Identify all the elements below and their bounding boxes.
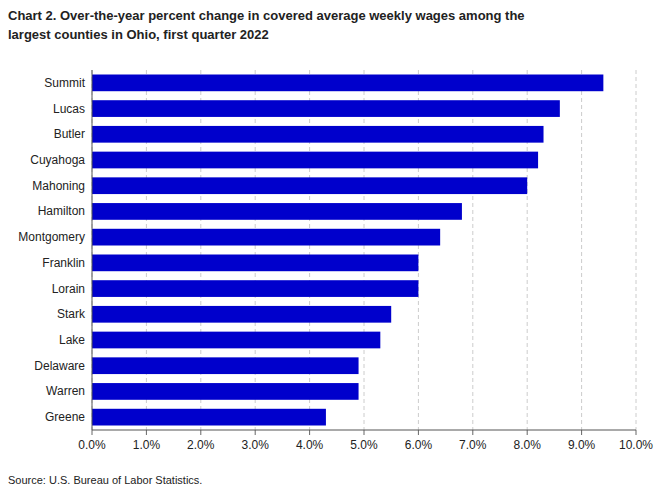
category-label: Delaware xyxy=(34,359,85,373)
grid-line xyxy=(200,70,201,430)
tick-mark xyxy=(92,430,93,435)
tick-label: 0.0% xyxy=(78,438,106,452)
tick-label: 4.0% xyxy=(296,438,324,452)
bar xyxy=(92,306,391,323)
tick-label: 2.0% xyxy=(187,438,215,452)
tick-label: 10.0% xyxy=(619,438,653,452)
bar xyxy=(92,280,418,297)
grid-line xyxy=(364,70,365,430)
grid-line xyxy=(527,70,528,430)
category-label: Stark xyxy=(57,307,86,321)
category-label: Cuyahoga xyxy=(30,153,85,167)
source-note: Source: U.S. Bureau of Labor Statistics. xyxy=(8,474,202,486)
tick-mark xyxy=(364,430,365,435)
grid-line xyxy=(636,70,637,430)
category-label: Lorain xyxy=(52,282,85,296)
tick-mark xyxy=(255,430,256,435)
bar xyxy=(92,229,440,246)
bar xyxy=(92,357,359,374)
grid-line xyxy=(472,70,473,430)
bar xyxy=(92,100,560,117)
tick-label: 5.0% xyxy=(350,438,378,452)
tick-mark xyxy=(146,430,147,435)
tick-mark xyxy=(472,430,473,435)
bar xyxy=(92,332,380,349)
category-label: Lucas xyxy=(53,102,85,116)
bar xyxy=(92,383,359,400)
bar xyxy=(92,255,418,272)
subtitle: largest counties in Ohio, first quarter … xyxy=(8,27,269,42)
bar xyxy=(92,177,527,194)
tick-label: 6.0% xyxy=(405,438,433,452)
tick-mark xyxy=(636,430,637,435)
category-label: Franklin xyxy=(42,256,85,270)
tick-label: 1.0% xyxy=(133,438,161,452)
tick-mark xyxy=(418,430,419,435)
category-label: Mahoning xyxy=(32,179,85,193)
bar xyxy=(92,126,544,143)
category-label: Lake xyxy=(59,333,85,347)
tick-label: 3.0% xyxy=(242,438,270,452)
grid-line xyxy=(146,70,147,430)
bar xyxy=(92,409,326,426)
bar xyxy=(92,203,462,220)
grid-line xyxy=(581,70,582,430)
grid-line xyxy=(255,70,256,430)
bar xyxy=(92,152,538,169)
tick-mark xyxy=(581,430,582,435)
chart: Chart 2. Over-the-year percent change in… xyxy=(0,0,660,492)
tick-mark xyxy=(200,430,201,435)
x-axis-line xyxy=(92,430,636,431)
tick-label: 7.0% xyxy=(459,438,487,452)
category-label: Greene xyxy=(45,410,85,424)
tick-mark xyxy=(527,430,528,435)
y-axis-line xyxy=(92,70,93,430)
plot-area: 0.0% 1.0% 2.0% 3.0% 4.0% 5.0% 6.0% 7.0% 8.0% 9.0%… xyxy=(78,70,653,452)
category-label: Warren xyxy=(46,384,85,398)
grid-line xyxy=(92,70,93,430)
tick-mark xyxy=(309,430,310,435)
category-label: Summit xyxy=(44,76,85,90)
grid-line xyxy=(309,70,310,430)
category-label: Hamilton xyxy=(38,204,85,218)
grid-line xyxy=(418,70,419,430)
category-label: Butler xyxy=(54,127,85,141)
tick-label: 9.0% xyxy=(568,438,596,452)
category-label: Montgomery xyxy=(18,230,85,244)
tick-label: 8.0% xyxy=(514,438,542,452)
title: Chart 2. Over-the-year percent change in… xyxy=(8,8,525,23)
bars xyxy=(92,75,603,426)
bar xyxy=(92,75,603,92)
